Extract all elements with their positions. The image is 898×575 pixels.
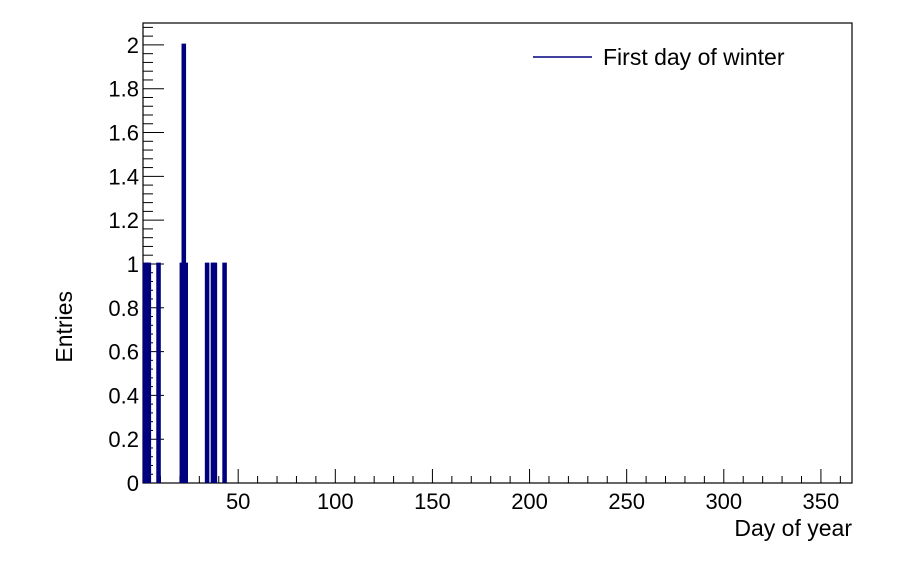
histogram-bars — [142, 43, 227, 483]
y-tick-label: 0.4 — [108, 383, 139, 408]
x-axis-ticks: 50 100 150 200 250 300 350 — [159, 469, 841, 514]
x-tick-label: 250 — [608, 489, 645, 514]
y-tick-label: 1.6 — [108, 121, 139, 146]
histogram-bar — [156, 262, 161, 483]
y-tick-label: 2 — [127, 33, 139, 58]
y-tick-label: 0.6 — [108, 340, 139, 365]
y-tick-label: 1.4 — [108, 164, 139, 189]
legend: First day of winter — [533, 44, 785, 70]
x-tick-label: 50 — [226, 489, 250, 514]
y-axis-ticks: 0 0.2 0.4 0.6 0.8 1 1.2 1.4 1.6 1.8 2 — [108, 26, 164, 496]
x-axis-label: Day of year — [734, 515, 852, 541]
legend-label: First day of winter — [603, 44, 785, 70]
x-tick-label: 100 — [317, 489, 354, 514]
histogram-bar — [212, 262, 218, 483]
plot-frame — [142, 22, 853, 484]
histogram-bar — [222, 262, 227, 483]
y-tick-label: 0 — [127, 471, 139, 496]
x-tick-label: 200 — [511, 489, 548, 514]
histogram-bar — [183, 262, 189, 483]
histogram-bar — [146, 262, 152, 483]
y-axis-label: Entries — [51, 291, 77, 363]
y-tick-label: 1.2 — [108, 208, 139, 233]
y-tick-label: 1.8 — [108, 77, 139, 102]
y-tick-label: 1 — [127, 252, 139, 277]
histogram-bar — [204, 262, 210, 483]
x-tick-label: 150 — [414, 489, 451, 514]
y-tick-label: 0.8 — [108, 296, 139, 321]
x-tick-label: 350 — [803, 489, 840, 514]
x-tick-label: 300 — [705, 489, 742, 514]
y-tick-label: 0.2 — [108, 427, 139, 452]
